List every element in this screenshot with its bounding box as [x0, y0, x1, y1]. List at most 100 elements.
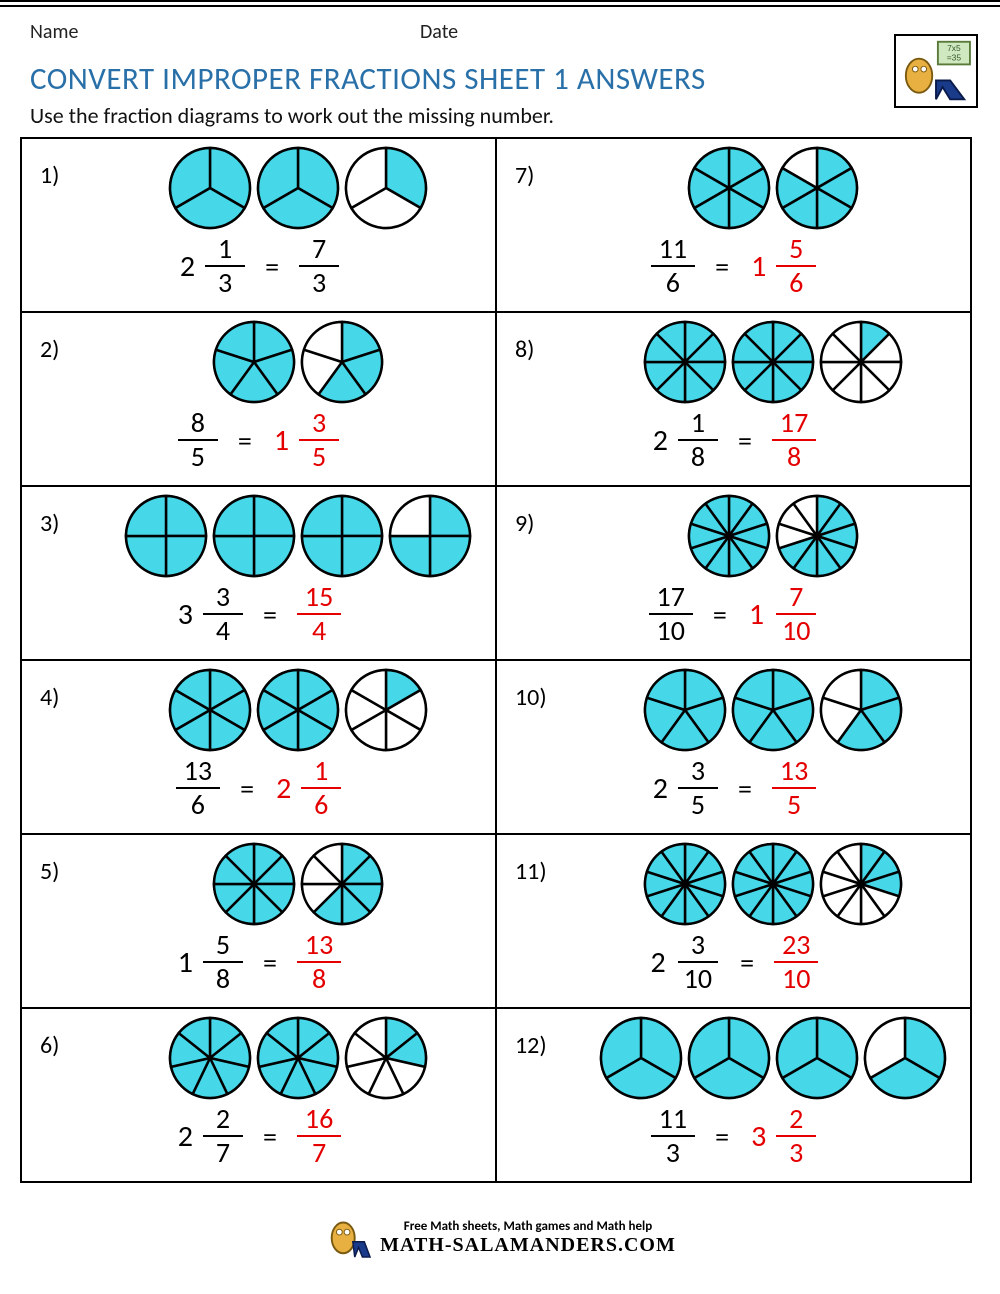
problem-cell: 10) 2 3 5 = 13 5 [497, 661, 970, 833]
fraction: 23 10 [774, 931, 818, 993]
equals-sign: = [724, 945, 770, 980]
problem-cell: 6) 2 2 7 = 16 7 [22, 1009, 495, 1181]
numerator: 7 [776, 583, 816, 615]
denominator: 4 [203, 615, 243, 645]
fraction: 8 5 [178, 409, 218, 471]
denominator: 6 [653, 267, 693, 297]
numerator: 2 [776, 1105, 816, 1137]
fraction: 13 5 [772, 757, 816, 819]
numerator: 1 [678, 409, 718, 441]
whole-number: 3 [745, 1118, 772, 1155]
denominator: 5 [299, 441, 339, 471]
numerator: 16 [297, 1105, 341, 1137]
numerator: 17 [772, 409, 816, 441]
equals-sign: = [247, 597, 293, 632]
fraction: 16 7 [297, 1105, 341, 1167]
whole-number: 1 [172, 944, 199, 981]
fraction-diagram [575, 487, 970, 579]
whole-number: 2 [172, 1118, 199, 1155]
whole-number: 2 [647, 770, 674, 807]
fraction: 7 10 [774, 583, 818, 645]
fraction: 1 8 [678, 409, 718, 471]
footer-tagline: Free Math sheets, Math games and Math he… [380, 1219, 676, 1234]
fraction: 11 6 [651, 235, 695, 297]
name-label: Name [30, 20, 420, 44]
page-title: CONVERT IMPROPER FRACTIONS SHEET 1 ANSWE… [0, 44, 1000, 100]
equation: 17 10 = 1 7 10 [497, 579, 970, 653]
denominator: 8 [774, 441, 814, 471]
equation: 13 6 = 2 1 6 [22, 753, 495, 827]
numerator: 13 [176, 757, 220, 789]
fraction: 17 10 [649, 583, 693, 645]
fraction: 15 4 [297, 583, 341, 645]
denominator: 7 [203, 1137, 243, 1167]
numerator: 3 [678, 931, 718, 963]
problem-cell: 8) 2 1 8 = 17 8 [497, 313, 970, 485]
question-number: 6) [22, 1009, 100, 1060]
fraction: 11 3 [651, 1105, 695, 1167]
problem-cell: 5) 1 5 8 = 13 8 [22, 835, 495, 1007]
brand-logo: 7x5 =35 [894, 34, 978, 108]
fraction: 1 3 [205, 235, 245, 297]
equals-sign: = [722, 771, 768, 806]
numerator: 1 [205, 235, 245, 267]
equals-sign: = [699, 1119, 745, 1154]
denominator: 7 [299, 1137, 339, 1167]
numerator: 3 [299, 409, 339, 441]
page-footer: Free Math sheets, Math games and Math he… [0, 1183, 1000, 1284]
problem-cell: 1) 2 1 3 = 7 3 [22, 139, 495, 311]
footer-brand: MATH-SALAMANDERS.COM [380, 1234, 676, 1257]
denominator: 5 [678, 789, 718, 819]
equals-sign: = [697, 597, 743, 632]
fraction: 2 7 [203, 1105, 243, 1167]
numerator: 5 [776, 235, 816, 267]
numerator: 3 [203, 583, 243, 615]
problem-cell: 2) 8 5 = 1 3 5 [22, 313, 495, 485]
denominator: 3 [653, 1137, 693, 1167]
numerator: 1 [301, 757, 341, 789]
whole-number: 2 [647, 422, 674, 459]
equation: 2 3 10 = 23 10 [497, 927, 970, 1001]
fraction: 5 6 [776, 235, 816, 297]
fraction: 3 10 [676, 931, 720, 993]
fraction: 2 3 [776, 1105, 816, 1167]
equation: 11 6 = 1 5 6 [497, 231, 970, 305]
problem-cell: 3) 3 3 4 = 15 4 [22, 487, 495, 659]
question-number: 2) [22, 313, 100, 364]
worksheet-grid: 1) 2 1 3 = 7 3 7) 11 6 [20, 137, 972, 1183]
denominator: 10 [676, 963, 720, 993]
question-number: 11) [497, 835, 575, 886]
denominator: 4 [299, 615, 339, 645]
question-number: 12) [497, 1009, 575, 1060]
numerator: 2 [203, 1105, 243, 1137]
fraction: 3 5 [299, 409, 339, 471]
denominator: 10 [774, 963, 818, 993]
equals-sign: = [247, 1119, 293, 1154]
problem-cell: 9) 17 10 = 1 7 10 [497, 487, 970, 659]
question-number: 1) [22, 139, 100, 190]
instruction-text: Use the fraction diagrams to work out th… [0, 100, 1000, 137]
numerator: 17 [649, 583, 693, 615]
equation: 1 5 8 = 13 8 [22, 927, 495, 1001]
whole-number: 3 [172, 596, 199, 633]
date-label: Date [420, 20, 458, 44]
denominator: 8 [678, 441, 718, 471]
denominator: 10 [774, 615, 818, 645]
denominator: 8 [299, 963, 339, 993]
numerator: 7 [299, 235, 339, 267]
fraction-diagram [100, 1009, 495, 1101]
question-number: 4) [22, 661, 100, 712]
fraction: 3 5 [678, 757, 718, 819]
numerator: 11 [651, 235, 695, 267]
denominator: 3 [299, 267, 339, 297]
numerator: 13 [297, 931, 341, 963]
fraction: 13 8 [297, 931, 341, 993]
denominator: 6 [178, 789, 218, 819]
equals-sign: = [722, 423, 768, 458]
fraction: 7 3 [299, 235, 339, 297]
fraction: 1 6 [301, 757, 341, 819]
equals-sign: = [699, 249, 745, 284]
whole-number: 1 [743, 596, 770, 633]
fraction-diagram [100, 661, 495, 753]
equation: 11 3 = 3 2 3 [497, 1101, 970, 1175]
